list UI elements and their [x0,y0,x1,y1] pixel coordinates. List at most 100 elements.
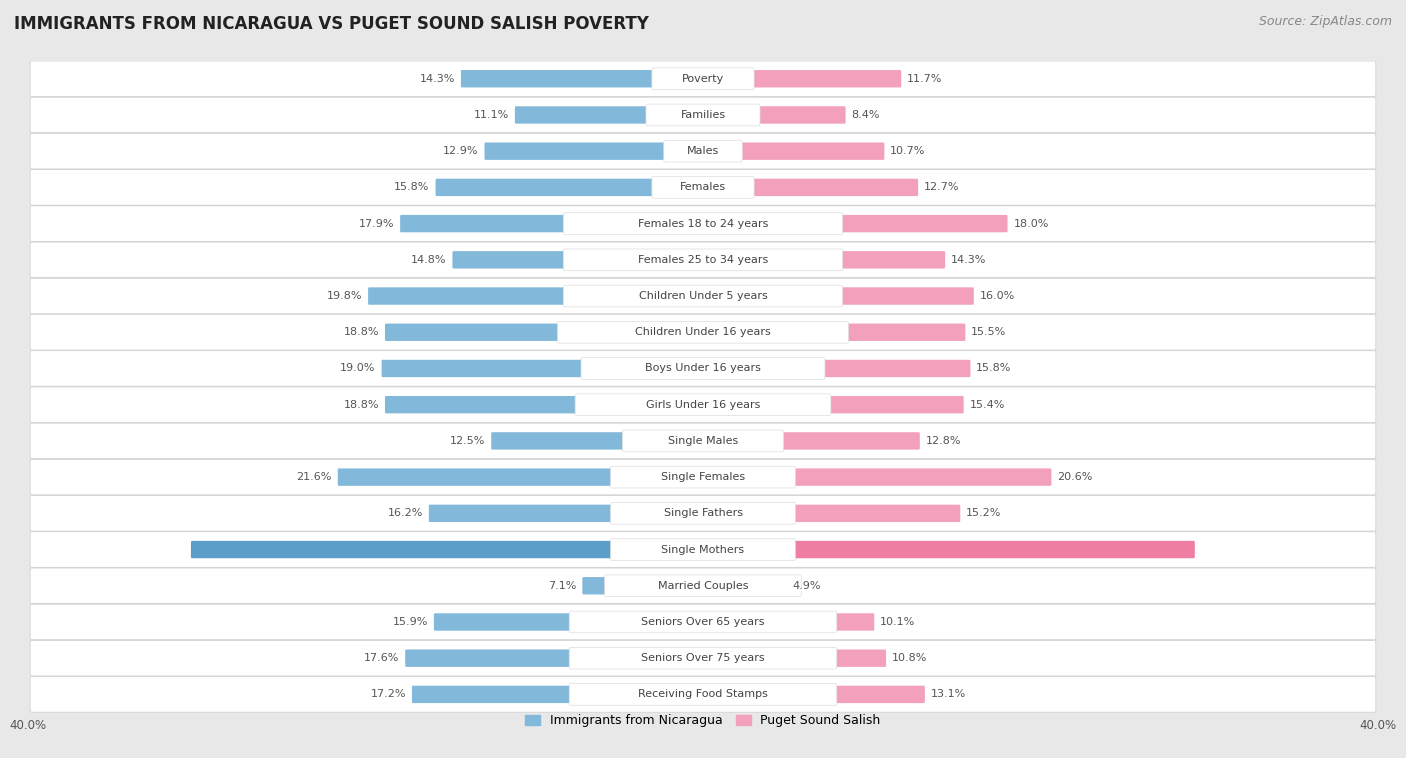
Text: Single Females: Single Females [661,472,745,482]
FancyBboxPatch shape [30,568,1376,603]
FancyBboxPatch shape [664,140,742,162]
Text: Single Fathers: Single Fathers [664,509,742,518]
Text: 19.0%: 19.0% [340,364,375,374]
Text: 8.4%: 8.4% [852,110,880,120]
FancyBboxPatch shape [569,684,837,705]
FancyBboxPatch shape [191,541,704,558]
FancyBboxPatch shape [385,396,704,413]
Text: Married Couples: Married Couples [658,581,748,590]
FancyBboxPatch shape [30,97,1376,133]
FancyBboxPatch shape [30,604,1376,640]
FancyBboxPatch shape [368,287,704,305]
Text: 15.2%: 15.2% [966,509,1001,518]
FancyBboxPatch shape [702,396,963,413]
Text: Females 18 to 24 years: Females 18 to 24 years [638,218,768,229]
FancyBboxPatch shape [582,577,704,594]
FancyBboxPatch shape [623,430,783,452]
FancyBboxPatch shape [30,242,1376,277]
Text: Females: Females [681,183,725,193]
FancyBboxPatch shape [564,249,842,271]
FancyBboxPatch shape [652,177,754,199]
FancyBboxPatch shape [569,611,837,633]
Text: 10.1%: 10.1% [880,617,915,627]
Text: Children Under 16 years: Children Under 16 years [636,327,770,337]
Legend: Immigrants from Nicaragua, Puget Sound Salish: Immigrants from Nicaragua, Puget Sound S… [520,709,886,732]
Text: Children Under 5 years: Children Under 5 years [638,291,768,301]
Text: Boys Under 16 years: Boys Under 16 years [645,364,761,374]
FancyBboxPatch shape [30,387,1376,422]
FancyBboxPatch shape [702,360,970,377]
FancyBboxPatch shape [30,133,1376,169]
FancyBboxPatch shape [702,505,960,522]
Text: Single Mothers: Single Mothers [661,544,745,555]
Text: 16.0%: 16.0% [980,291,1015,301]
Text: 16.2%: 16.2% [388,509,423,518]
FancyBboxPatch shape [515,106,704,124]
FancyBboxPatch shape [436,179,704,196]
FancyBboxPatch shape [702,613,875,631]
Text: 17.2%: 17.2% [371,690,406,700]
FancyBboxPatch shape [702,650,886,667]
FancyBboxPatch shape [702,432,920,449]
Text: 11.7%: 11.7% [907,74,942,83]
Text: 17.9%: 17.9% [359,218,394,229]
FancyBboxPatch shape [702,179,918,196]
FancyBboxPatch shape [30,496,1376,531]
FancyBboxPatch shape [337,468,704,486]
Text: Seniors Over 65 years: Seniors Over 65 years [641,617,765,627]
Text: IMMIGRANTS FROM NICARAGUA VS PUGET SOUND SALISH POVERTY: IMMIGRANTS FROM NICARAGUA VS PUGET SOUND… [14,15,650,33]
Text: Girls Under 16 years: Girls Under 16 years [645,399,761,409]
Text: Source: ZipAtlas.com: Source: ZipAtlas.com [1258,15,1392,28]
FancyBboxPatch shape [702,577,786,594]
FancyBboxPatch shape [491,432,704,449]
Text: 12.8%: 12.8% [925,436,962,446]
Text: 14.8%: 14.8% [411,255,447,265]
FancyBboxPatch shape [610,503,796,525]
FancyBboxPatch shape [434,613,704,631]
Text: Females 25 to 34 years: Females 25 to 34 years [638,255,768,265]
FancyBboxPatch shape [652,68,754,89]
Text: 7.1%: 7.1% [548,581,576,590]
FancyBboxPatch shape [401,215,704,232]
Text: Seniors Over 75 years: Seniors Over 75 years [641,653,765,663]
FancyBboxPatch shape [30,206,1376,241]
Text: 10.8%: 10.8% [891,653,928,663]
Text: 11.1%: 11.1% [474,110,509,120]
Text: 15.8%: 15.8% [976,364,1012,374]
FancyBboxPatch shape [610,539,796,560]
FancyBboxPatch shape [702,70,901,87]
Text: 20.6%: 20.6% [1057,472,1092,482]
Text: 4.9%: 4.9% [793,581,821,590]
Text: 15.8%: 15.8% [394,183,430,193]
Text: 13.1%: 13.1% [931,690,966,700]
Text: 19.8%: 19.8% [326,291,363,301]
FancyBboxPatch shape [610,466,796,488]
FancyBboxPatch shape [702,106,845,124]
Text: 12.7%: 12.7% [924,183,959,193]
Text: 17.6%: 17.6% [364,653,399,663]
FancyBboxPatch shape [30,641,1376,676]
FancyBboxPatch shape [564,213,842,234]
Text: Males: Males [688,146,718,156]
FancyBboxPatch shape [581,358,825,379]
Text: 21.6%: 21.6% [297,472,332,482]
FancyBboxPatch shape [453,251,704,268]
FancyBboxPatch shape [557,321,849,343]
Text: 18.8%: 18.8% [343,327,380,337]
FancyBboxPatch shape [564,285,842,307]
FancyBboxPatch shape [30,61,1376,96]
FancyBboxPatch shape [702,468,1052,486]
Text: 14.3%: 14.3% [950,255,987,265]
FancyBboxPatch shape [30,315,1376,350]
FancyBboxPatch shape [702,541,1195,558]
FancyBboxPatch shape [702,251,945,268]
FancyBboxPatch shape [30,677,1376,713]
FancyBboxPatch shape [702,686,925,703]
FancyBboxPatch shape [405,650,704,667]
FancyBboxPatch shape [461,70,704,87]
Text: Families: Families [681,110,725,120]
Text: 18.8%: 18.8% [343,399,380,409]
Text: 18.0%: 18.0% [1014,218,1049,229]
FancyBboxPatch shape [381,360,704,377]
Text: 14.3%: 14.3% [419,74,456,83]
